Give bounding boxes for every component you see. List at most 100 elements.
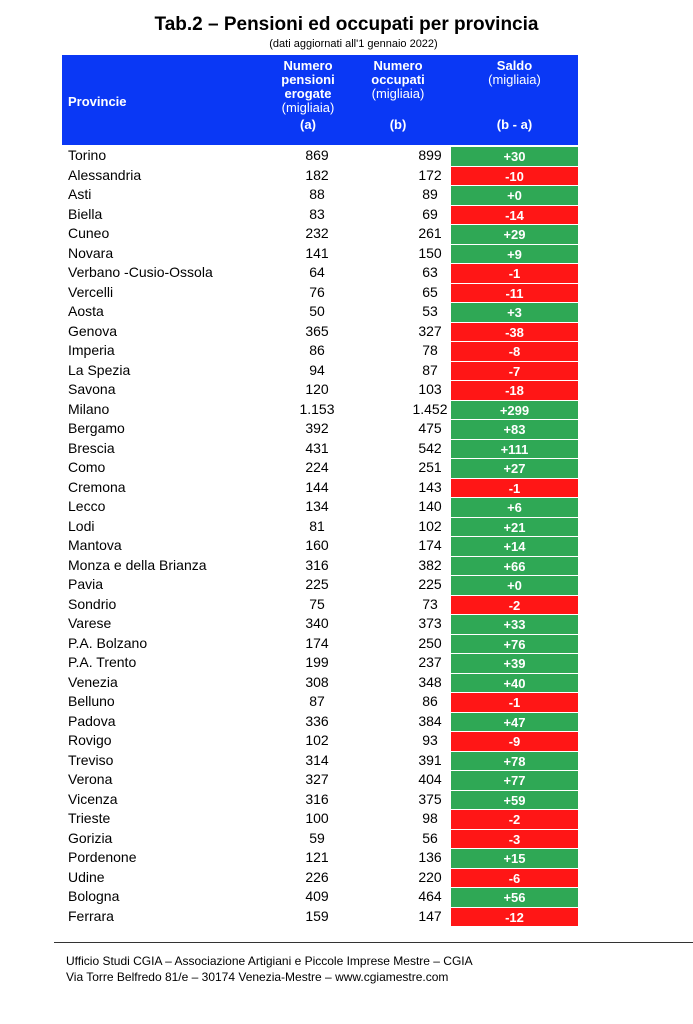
pensioni-cell: 75	[309, 595, 325, 612]
header-pensioni-key: (a)	[300, 117, 316, 132]
pensioni-cell: 102	[305, 732, 329, 748]
footer-line2: Via Torre Belfredo 81/e – 30174 Venezia-…	[66, 970, 449, 984]
saldo-cell: -10	[451, 165, 578, 185]
provincia-cell: Ferrara	[68, 907, 114, 924]
table-row: Aosta 50 53 +3	[62, 302, 578, 322]
table-row: Biella 83 69 -14	[62, 204, 578, 224]
pensioni-cell: 308	[305, 673, 329, 690]
saldo-cell: +3	[451, 302, 578, 322]
pensioni-cell: 144	[305, 478, 329, 495]
provincia-cell: P.A. Trento	[68, 654, 137, 670]
provincia-cell: Savona	[68, 381, 116, 397]
saldo-cell: -7	[451, 360, 578, 380]
saldo-cell: +33	[451, 614, 578, 634]
pensioni-cell: 174	[305, 634, 329, 651]
saldo-cell: +47	[451, 711, 578, 731]
occupati-cell: 89	[422, 186, 438, 202]
header-pensioni-unit: (migliaia)	[281, 100, 335, 115]
occupati-cell: 251	[418, 459, 442, 475]
table-row: Bergamo 392 475 +83	[62, 419, 578, 439]
provincia-cell: P.A. Bolzano	[68, 634, 148, 651]
table-row: Belluno 87 86 -1	[62, 692, 578, 712]
table-row: Brescia 431 542 +111	[62, 438, 578, 458]
occupati-cell: 78	[422, 342, 438, 358]
provincia-cell: Alessandria	[68, 166, 142, 183]
table-row: La Spezia 94 87 -7	[62, 360, 578, 380]
occupati-cell: 73	[422, 595, 438, 612]
pensioni-cell: 83	[309, 205, 325, 222]
pensioni-cell: 134	[305, 498, 329, 514]
provincia-cell: Brescia	[68, 439, 115, 456]
saldo-cell: +59	[451, 789, 578, 809]
occupati-cell: 542	[418, 439, 442, 456]
header-occupati-unit: (migliaia)	[371, 86, 425, 101]
pensioni-cell: 226	[305, 868, 329, 885]
occupati-cell: 373	[418, 615, 442, 631]
header-saldo-unit: (migliaia)	[488, 72, 541, 87]
pensioni-cell: 88	[309, 186, 325, 202]
occupati-cell: 98	[422, 810, 438, 826]
table-row: Cuneo 232 261 +29	[62, 224, 578, 244]
occupati-cell: 404	[418, 771, 442, 787]
table-row: Verona 327 404 +77	[62, 770, 578, 790]
saldo-cell: -3	[451, 828, 578, 848]
occupati-cell: 136	[418, 849, 442, 865]
saldo-cell: -2	[451, 594, 578, 614]
occupati-cell: 93	[422, 732, 438, 748]
pensioni-cell: 224	[305, 459, 329, 475]
table-row: Milano 1.153 1.452 +299	[62, 399, 578, 419]
header-occupati-line2: occupati	[371, 72, 425, 87]
occupati-cell: 382	[418, 556, 442, 573]
provincia-cell: Milano	[68, 400, 110, 417]
pensioni-cell: 1.153	[299, 400, 335, 417]
table-row: P.A. Bolzano 174 250 +76	[62, 633, 578, 653]
provincia-cell: Verona	[68, 771, 113, 787]
saldo-cell: +0	[451, 575, 578, 595]
table-row: Gorizia 59 56 -3	[62, 828, 578, 848]
provincia-cell: Mantova	[68, 537, 122, 553]
table-row: Padova 336 384 +47	[62, 711, 578, 731]
table-row: Lecco 134 140 +6	[62, 497, 578, 517]
table-row: Pavia 225 225 +0	[62, 575, 578, 595]
provincia-cell: Genova	[68, 322, 118, 339]
pensioni-cell: 94	[309, 361, 325, 378]
provincia-cell: Imperia	[68, 342, 115, 358]
header-pensioni-line1: Numero	[283, 58, 333, 73]
table-row: Mantova 160 174 +14	[62, 536, 578, 556]
provincia-cell: Novara	[68, 244, 114, 261]
table-row: Udine 226 220 -6	[62, 867, 578, 887]
table-row: Torino 869 899 +30	[62, 146, 578, 166]
pensioni-cell: 392	[305, 420, 329, 436]
table-row: Pordenone 121 136 +15	[62, 848, 578, 868]
saldo-cell: +56	[451, 887, 578, 907]
provincia-cell: Trieste	[68, 810, 111, 826]
saldo-cell: -12	[451, 906, 578, 926]
saldo-cell: -14	[451, 204, 578, 224]
pensioni-cell: 120	[305, 381, 329, 397]
occupati-cell: 250	[418, 634, 442, 651]
occupati-cell: 103	[418, 381, 442, 397]
saldo-cell: +77	[451, 770, 578, 790]
pensioni-cell: 869	[305, 147, 329, 163]
pensioni-cell: 336	[305, 712, 329, 729]
saldo-cell: +27	[451, 458, 578, 478]
occupati-cell: 63	[422, 264, 438, 280]
table-body: Torino 869 899 +30 Alessandria 182 172 -10 Asti 8…	[62, 146, 578, 926]
provincia-cell: Pavia	[68, 576, 104, 592]
occupati-cell: 174	[418, 537, 442, 553]
pensioni-cell: 141	[305, 244, 329, 261]
provincia-cell: Lodi	[68, 517, 95, 534]
saldo-cell: +15	[451, 848, 578, 868]
pensioni-cell: 159	[305, 907, 329, 924]
provincia-cell: La Spezia	[68, 361, 131, 378]
table-row: Imperia 86 78 -8	[62, 341, 578, 361]
saldo-cell: +30	[451, 146, 578, 166]
table-row: Vicenza 316 375 +59	[62, 789, 578, 809]
occupati-cell: 899	[418, 147, 442, 163]
occupati-cell: 475	[418, 420, 442, 436]
saldo-cell: +40	[451, 672, 578, 692]
saldo-cell: +29	[451, 224, 578, 244]
provincia-cell: Como	[68, 459, 106, 475]
pensioni-cell: 340	[305, 615, 329, 631]
table-row: Alessandria 182 172 -10	[62, 165, 578, 185]
